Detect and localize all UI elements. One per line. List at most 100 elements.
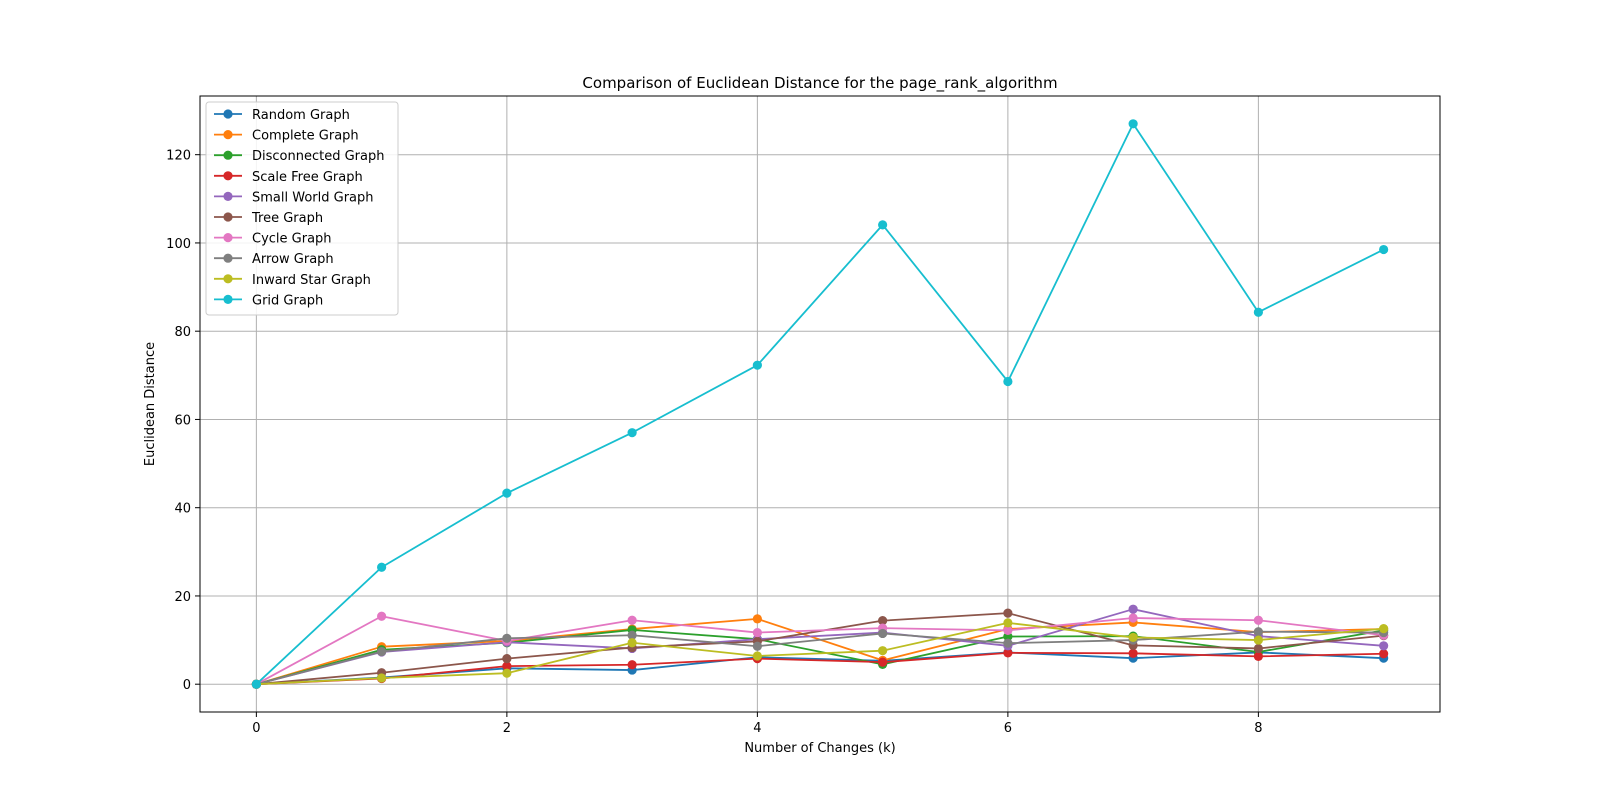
data-point	[627, 660, 637, 670]
legend-item: Tree Graph	[214, 211, 323, 226]
data-point	[1253, 627, 1263, 637]
data-point	[1128, 119, 1138, 129]
data-point	[752, 627, 762, 638]
series-grid-graph	[251, 119, 1389, 689]
data-point	[627, 428, 637, 438]
data-point	[878, 646, 888, 656]
series-line	[256, 608, 1384, 686]
data-point	[1253, 651, 1263, 662]
x-tick-label: 2	[503, 721, 511, 736]
y-tick-label: 40	[174, 502, 191, 517]
legend-label: Grid Graph	[252, 293, 323, 308]
data-point	[502, 661, 512, 671]
legend-swatch-marker	[223, 171, 233, 181]
data-point	[627, 615, 637, 625]
data-point	[1003, 618, 1013, 628]
legend-item: Cycle Graph	[214, 232, 332, 247]
legend-item: Arrow Graph	[214, 252, 334, 267]
x-axis-label: Number of Changes (k)	[744, 741, 895, 756]
legend-swatch-marker	[223, 233, 233, 243]
y-axis-label: Euclidean Distance	[143, 342, 158, 466]
legend-swatch-marker	[223, 274, 233, 284]
y-tick-label: 80	[174, 325, 191, 340]
legend-label: Random Graph	[252, 108, 350, 123]
legend: Random Graph Complete Graph Disconnected G…	[205, 101, 399, 316]
data-point	[1253, 635, 1263, 645]
data-point	[1003, 638, 1013, 648]
legend-label: Small World Graph	[252, 190, 374, 205]
y-tick-label: 120	[166, 149, 191, 164]
data-point	[878, 220, 888, 230]
data-point	[1003, 625, 1013, 635]
x-tick-label: 8	[1254, 721, 1262, 736]
data-point	[1253, 643, 1263, 654]
data-point	[1379, 649, 1389, 659]
series-line	[256, 621, 1384, 686]
legend-swatch-marker	[223, 130, 233, 140]
legend-label: Arrow Graph	[252, 252, 334, 267]
x-tick-label: 6	[1004, 721, 1012, 736]
data-point	[752, 360, 762, 370]
data-point	[502, 488, 512, 498]
series-line	[255, 122, 1385, 685]
data-point	[377, 673, 387, 683]
legend-item: Grid Graph	[214, 293, 323, 308]
data-point	[1128, 604, 1138, 614]
legend-item: Inward Star Graph	[214, 273, 371, 288]
data-point	[878, 657, 888, 667]
legend-swatch-marker	[223, 212, 233, 222]
data-point	[878, 628, 888, 639]
legend-item: Random Graph	[214, 108, 350, 123]
y-tick-label: 100	[166, 237, 191, 252]
legend-swatch-marker	[223, 294, 233, 304]
legend-item: Disconnected Graph	[214, 149, 384, 164]
legend-label: Cycle Graph	[252, 232, 332, 247]
legend-swatch-marker	[223, 253, 233, 263]
data-point	[627, 630, 637, 640]
series-line	[256, 630, 1384, 686]
grid-lines	[200, 96, 1440, 712]
y-tick-label: 20	[174, 590, 191, 605]
y-tick-label: 60	[174, 413, 191, 428]
series-lines	[251, 119, 1389, 689]
data-point	[1379, 624, 1389, 634]
data-point	[1128, 648, 1138, 658]
legend-label: Complete Graph	[252, 129, 359, 144]
data-point	[752, 651, 762, 661]
data-point	[251, 679, 261, 689]
legend-item: Scale Free Graph	[214, 170, 363, 185]
data-point	[752, 641, 762, 651]
data-point	[377, 646, 387, 657]
data-point	[1379, 244, 1389, 255]
data-point	[1128, 613, 1138, 623]
data-point	[1128, 632, 1138, 643]
data-point	[1003, 648, 1013, 658]
series-line	[255, 615, 1384, 685]
y-tick-label: 0	[183, 678, 191, 693]
x-tick-label: 0	[252, 721, 260, 736]
legend-box	[205, 101, 399, 316]
series-line	[256, 651, 1384, 686]
legend-label: Inward Star Graph	[252, 273, 371, 288]
data-point	[627, 638, 637, 648]
data-point	[377, 562, 387, 572]
plot-area	[200, 96, 1440, 712]
chart-title: Comparison of Euclidean Distance for the…	[582, 74, 1057, 93]
data-point	[502, 668, 512, 678]
legend-label: Scale Free Graph	[252, 170, 363, 185]
legend-item: Complete Graph	[214, 129, 359, 144]
legend-swatch-marker	[223, 150, 233, 160]
data-point	[1253, 615, 1263, 625]
legend-swatch-marker	[223, 191, 233, 201]
legend-item: Small World Graph	[214, 190, 374, 205]
data-point	[1003, 376, 1013, 387]
data-point	[502, 633, 512, 643]
x-tick-label: 4	[753, 721, 761, 736]
legend-label: Tree Graph	[251, 211, 323, 226]
data-point	[878, 616, 888, 626]
data-point	[1253, 307, 1263, 317]
legend-swatch-marker	[223, 109, 233, 119]
data-point	[377, 611, 387, 621]
